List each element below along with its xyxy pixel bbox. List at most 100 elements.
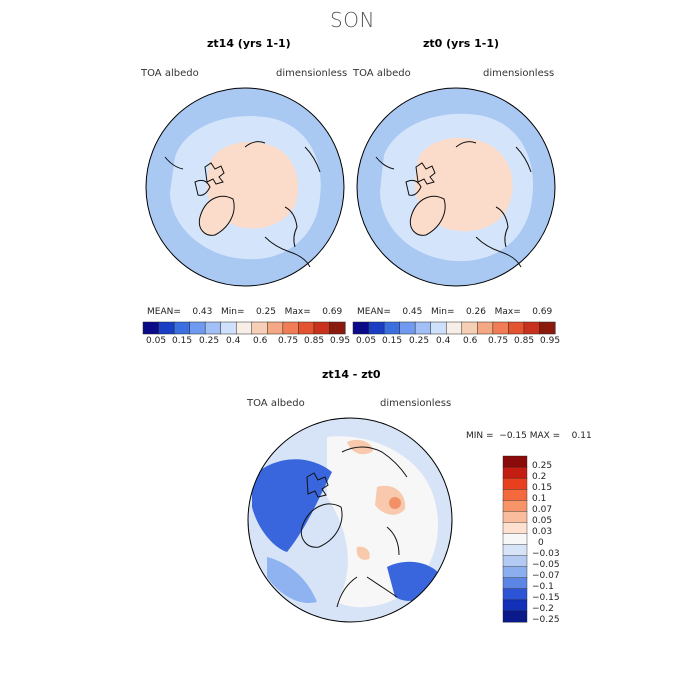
diff-colorbar <box>502 455 528 623</box>
cb-tick-label: 0.85 <box>304 336 325 346</box>
coastline <box>375 156 395 170</box>
coastline <box>194 179 211 196</box>
colorbar-zt0 <box>352 321 556 335</box>
cb-tick-label: 0.75 <box>278 336 299 346</box>
colorbar-swatch <box>282 321 299 335</box>
colorbar-swatch <box>502 588 528 601</box>
colorbar-swatch <box>399 321 416 335</box>
cb-tick-label: 0.05 <box>146 336 167 346</box>
coastline <box>366 576 398 598</box>
colorbar-swatch <box>492 321 509 335</box>
colorbar-swatch <box>502 466 528 479</box>
coastline <box>300 503 343 548</box>
colorbar-swatch <box>508 321 525 335</box>
colorbar-swatch <box>502 489 528 501</box>
cb-tick-label: −0.2 <box>532 604 554 614</box>
coastline <box>204 162 225 185</box>
stat-min-value: 0.26 <box>465 307 486 317</box>
colorbar-swatch <box>368 321 385 335</box>
colorbar-swatch <box>502 599 528 612</box>
cb-tick-label: 0.95 <box>540 336 561 346</box>
diff-panel-units: dimensionless <box>380 398 452 409</box>
colorbar-swatch <box>158 321 175 335</box>
colorbar-swatch <box>430 321 447 335</box>
colorbar-swatch <box>539 321 556 335</box>
diff-positive <box>356 546 370 560</box>
cb-tick-label: 0.25 <box>532 461 553 471</box>
colorbar-swatch <box>502 500 528 512</box>
panel-variable-zt14: TOA albedo <box>141 68 199 79</box>
coastline <box>164 156 184 170</box>
colorbar-swatch <box>329 321 346 335</box>
cb-tick-label: −0.07 <box>532 571 560 581</box>
diff-panel-title: zt14 - zt0 <box>322 368 381 381</box>
cb-tick-label: 0.4 <box>226 336 241 346</box>
colorbar-swatch <box>502 555 528 568</box>
colorbar-swatch <box>502 533 528 546</box>
coastline <box>304 146 321 173</box>
cb-tick-label: 0.85 <box>514 336 535 346</box>
coastline <box>386 526 400 556</box>
colorbar-swatch <box>523 321 541 335</box>
stat-max-label: Max= <box>284 307 311 317</box>
coastline <box>336 576 358 608</box>
colorbar-swatch <box>461 321 478 335</box>
colorbar-swatch <box>189 321 206 335</box>
colorbar-swatch <box>502 577 528 590</box>
stat-min-label: Min= <box>430 307 455 317</box>
coastline <box>244 141 266 148</box>
polar-map-zt0 <box>356 87 556 287</box>
colorbar-swatch <box>502 522 528 534</box>
panel-units-zt0: dimensionless <box>483 68 555 79</box>
diff-strong-positive <box>389 497 401 509</box>
cb-tick-label: 0.03 <box>532 527 553 537</box>
cb-tick-label: 0.95 <box>330 336 351 346</box>
coastline <box>405 179 422 196</box>
map-border <box>247 417 453 623</box>
colorbar-swatch <box>251 321 268 335</box>
stat-mean-value: 0.45 <box>402 307 423 317</box>
diff-strong-negative <box>252 459 332 552</box>
panel-title-zt14: zt14 (yrs 1-1) <box>207 37 291 50</box>
colorbar-swatch <box>414 321 432 335</box>
panel-units-zt14: dimensionless <box>276 68 348 79</box>
cb-tick-label: 0.25 <box>199 336 220 346</box>
cb-tick-label: 0.25 <box>409 336 430 346</box>
coastline <box>515 146 532 173</box>
cb-tick-label: −0.03 <box>532 549 560 559</box>
colorbar-swatch <box>502 566 528 579</box>
cb-tick-label: 0.15 <box>172 336 193 346</box>
colorbar-zt14 <box>142 321 346 335</box>
stat-mean-label: MEAN= <box>147 307 181 317</box>
coastline <box>198 195 235 236</box>
colorbar-swatch <box>352 321 370 335</box>
colorbar-swatch <box>502 544 528 557</box>
colorbar-swatch <box>235 321 253 335</box>
colorbar-swatch <box>383 321 401 335</box>
stats-zt14: MEAN= 0.43 Min= 0.25 Max= 0.69 <box>147 307 342 317</box>
polar-map-zt14 <box>145 87 345 287</box>
colorbar-swatch <box>445 321 463 335</box>
coastline <box>264 236 311 268</box>
diff-panel-variable: TOA albedo <box>247 398 305 409</box>
map-greenland <box>410 196 446 236</box>
panel-title-zt0: zt0 (yrs 1-1) <box>423 37 500 50</box>
colorbar-swatch <box>173 321 191 335</box>
stat-max-label: Max= <box>494 307 521 317</box>
stats-zt0: MEAN= 0.45 Min= 0.26 Max= 0.69 <box>357 307 552 317</box>
cb-tick-label: 0.05 <box>532 516 553 526</box>
cb-tick-label: 0.75 <box>488 336 509 346</box>
diff-moderate-negative <box>267 557 317 603</box>
diff-stats: MIN = −0.15 MAX = 0.11 <box>466 431 592 441</box>
cb-tick-label: 0.07 <box>532 505 553 515</box>
cb-tick-label: 0 <box>538 538 544 548</box>
map-border <box>145 87 345 287</box>
coastline <box>475 236 522 268</box>
coastline <box>409 195 446 236</box>
stat-min-value: 0.25 <box>255 307 276 317</box>
colorbar-swatch <box>502 511 528 523</box>
cb-tick-label: 0.15 <box>532 483 553 493</box>
cb-tick-label: −0.15 <box>532 593 560 603</box>
cb-tick-label: 0.2 <box>532 472 547 482</box>
cb-tick-label: 0.4 <box>436 336 451 346</box>
